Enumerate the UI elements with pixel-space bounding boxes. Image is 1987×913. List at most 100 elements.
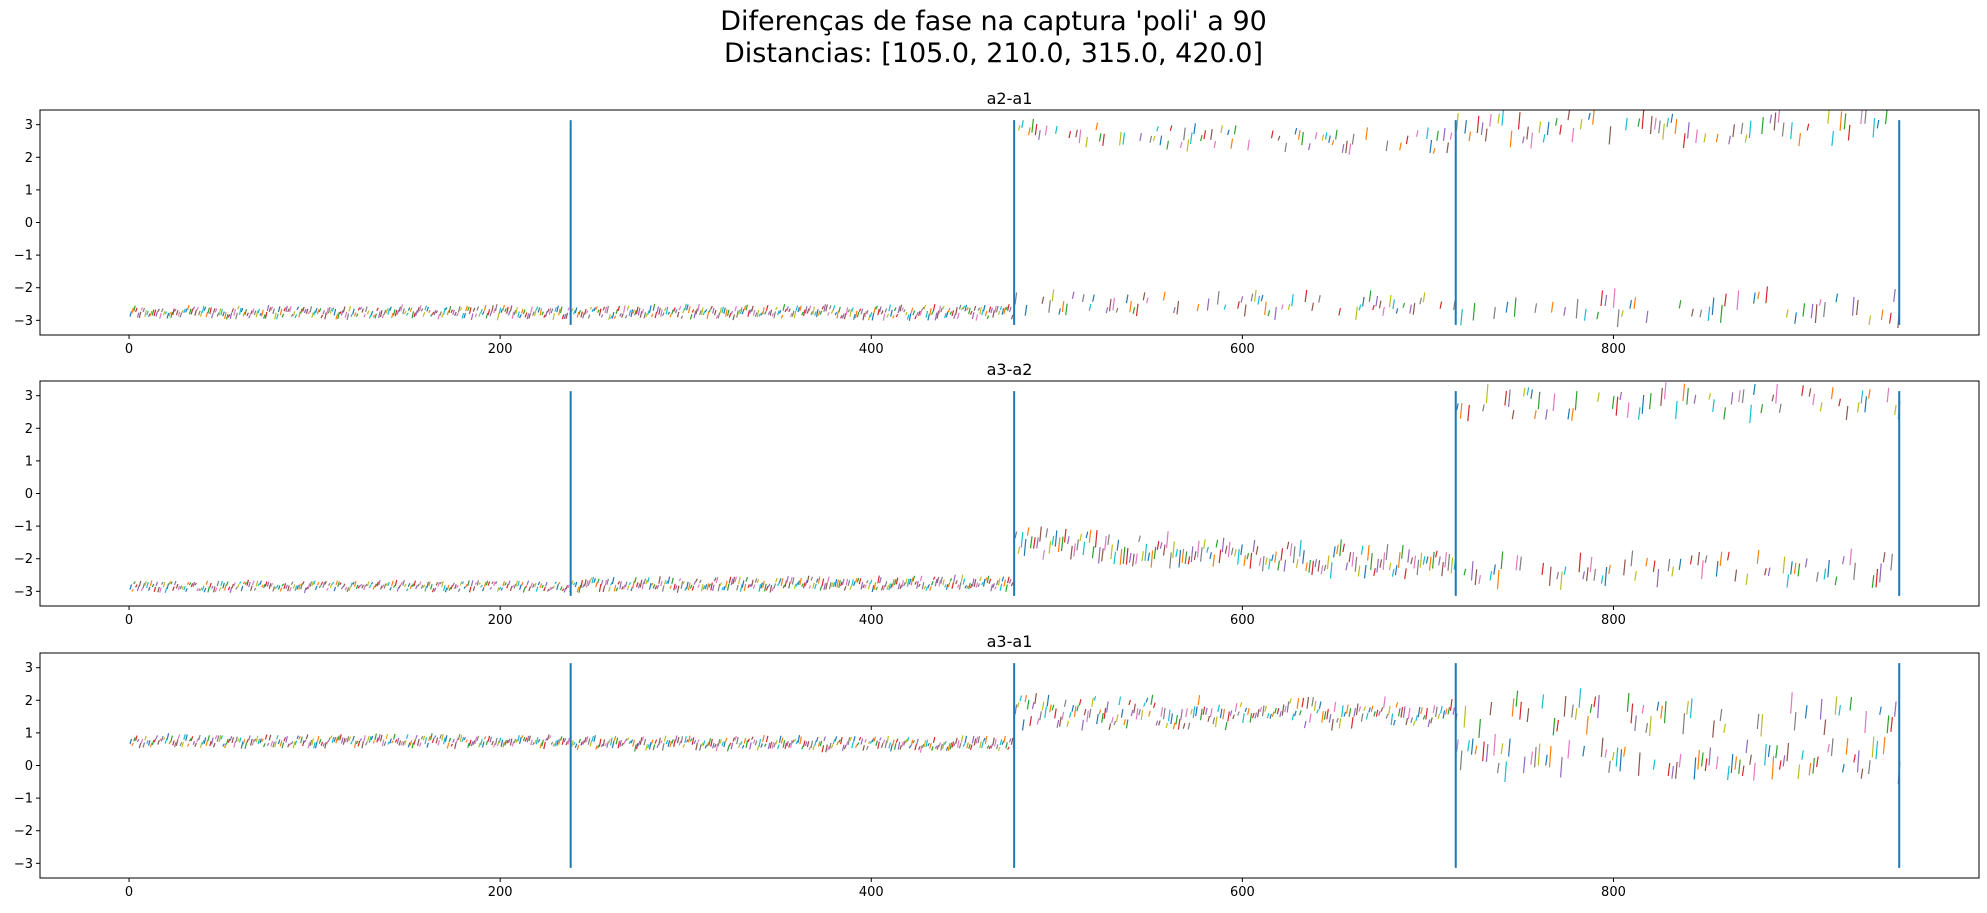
trace-mark	[454, 311, 457, 317]
trace-mark	[172, 308, 175, 316]
trace-mark	[381, 739, 385, 747]
trace-mark	[671, 309, 674, 315]
trace-mark	[385, 308, 389, 314]
trace-mark	[1497, 113, 1500, 124]
trace-mark	[1017, 546, 1021, 554]
trace-mark	[1112, 297, 1115, 311]
trace-mark	[1511, 410, 1515, 420]
trace-mark	[853, 314, 856, 320]
trace-mark	[866, 745, 869, 750]
trace-mark	[914, 581, 917, 585]
trace-mark	[1144, 543, 1148, 561]
trace-mark	[738, 742, 741, 749]
trace-mark	[782, 740, 786, 748]
trace-mark	[235, 736, 238, 743]
trace-mark	[841, 313, 845, 319]
trace-mark	[417, 307, 420, 313]
trace-mark	[1793, 712, 1797, 731]
trace-mark	[1277, 135, 1281, 141]
trace-mark	[1021, 719, 1025, 731]
trace-mark	[498, 737, 502, 744]
trace-mark	[886, 313, 890, 318]
trace-mark	[597, 309, 600, 313]
trace-mark	[311, 738, 314, 746]
trace-mark	[1767, 745, 1771, 758]
trace-mark	[1328, 713, 1332, 723]
trace-mark	[129, 738, 133, 745]
trace-mark	[673, 583, 676, 591]
trace-mark	[964, 304, 968, 312]
trace-mark	[962, 305, 966, 310]
trace-mark	[444, 587, 448, 593]
trace-mark	[1135, 553, 1138, 565]
trace-mark	[131, 307, 134, 314]
trace-mark	[368, 314, 372, 319]
trace-mark	[545, 311, 548, 318]
trace-mark	[1715, 560, 1719, 577]
trace-mark	[1756, 550, 1760, 564]
trace-mark	[305, 308, 309, 314]
trace-mark	[526, 313, 530, 320]
trace-mark	[1150, 550, 1154, 568]
trace-mark	[545, 581, 548, 587]
trace-mark	[1203, 539, 1206, 549]
trace-mark	[198, 310, 201, 316]
trace-mark	[266, 304, 270, 311]
trace-mark	[1180, 709, 1183, 720]
trace-mark	[1141, 551, 1144, 562]
trace-mark	[912, 575, 916, 582]
trace-mark	[673, 739, 676, 748]
trace-mark	[413, 312, 416, 318]
trace-mark	[663, 579, 667, 585]
trace-mark	[1016, 702, 1020, 708]
trace-mark	[853, 736, 856, 742]
trace-mark	[392, 309, 396, 316]
trace-mark	[1056, 719, 1060, 728]
trace-mark	[307, 583, 311, 590]
trace-mark	[290, 581, 294, 586]
trace-mark	[270, 306, 274, 311]
trace-mark	[502, 304, 505, 311]
trace-mark	[186, 581, 190, 585]
trace-mark	[1266, 712, 1270, 719]
trace-mark	[519, 584, 522, 591]
trace-mark	[251, 580, 255, 586]
trace-mark	[500, 739, 504, 747]
trace-mark	[736, 310, 739, 318]
trace-mark	[879, 306, 882, 313]
trace-mark	[1504, 390, 1507, 406]
trace-mark	[634, 744, 637, 752]
trace-mark	[1546, 121, 1550, 136]
trace-mark	[843, 312, 847, 320]
trace-mark	[574, 581, 578, 588]
trace-mark	[225, 581, 229, 586]
trace-mark	[1545, 754, 1548, 766]
trace-mark	[415, 310, 418, 317]
trace-mark	[1193, 123, 1196, 134]
trace-mark	[571, 740, 574, 748]
trace-mark	[448, 305, 452, 313]
trace-mark	[1436, 130, 1439, 141]
trace-mark	[1801, 750, 1804, 760]
trace-mark	[1039, 526, 1042, 542]
trace-mark	[1764, 744, 1767, 766]
trace-mark	[1541, 562, 1545, 575]
trace-mark	[320, 581, 324, 586]
trace-mark	[1604, 566, 1608, 586]
trace-mark	[559, 306, 563, 314]
trace-mark	[693, 310, 697, 319]
trace-mark	[610, 582, 613, 586]
trace-mark	[571, 308, 574, 312]
trace-mark	[864, 738, 867, 743]
trace-mark	[1623, 746, 1626, 757]
data-traces	[129, 688, 1901, 785]
trace-mark	[352, 308, 355, 315]
trace-mark	[1656, 569, 1660, 588]
trace-mark	[1276, 708, 1280, 715]
trace-mark	[361, 741, 364, 749]
trace-mark	[1893, 289, 1896, 302]
trace-mark	[585, 310, 589, 314]
trace-mark	[771, 587, 775, 592]
trace-mark	[307, 742, 311, 749]
trace-mark	[758, 738, 762, 747]
